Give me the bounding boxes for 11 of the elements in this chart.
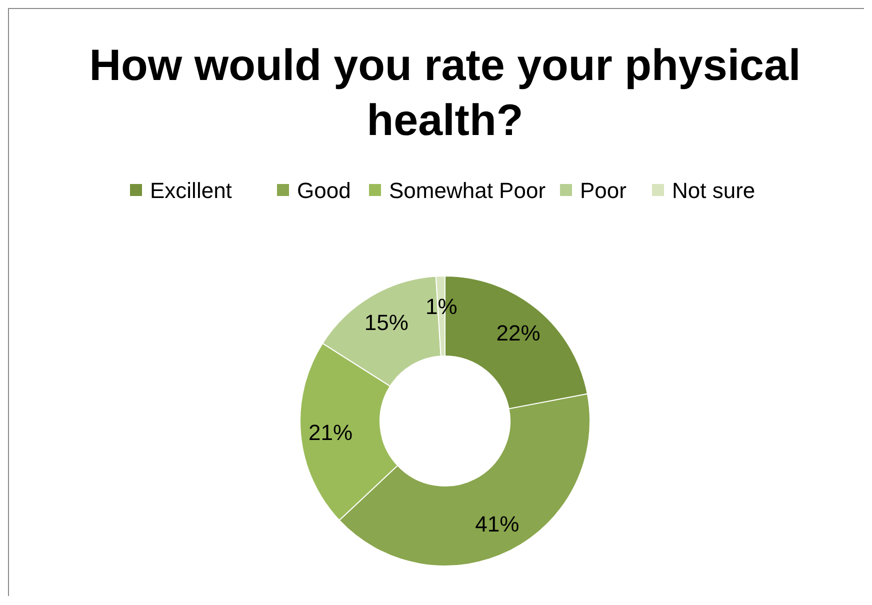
data-label: 22% bbox=[496, 320, 540, 346]
data-label: 1% bbox=[425, 294, 458, 320]
legend-label: Somewhat Poor bbox=[389, 178, 546, 203]
legend-label: Excillent bbox=[150, 178, 232, 203]
legend-label: Not sure bbox=[672, 178, 756, 203]
data-label: 41% bbox=[475, 511, 520, 536]
data-label: 15% bbox=[364, 310, 408, 336]
legend-label: Poor bbox=[580, 178, 626, 203]
legend-label: Good bbox=[297, 178, 351, 203]
chart-title: How would you rate your physical health? bbox=[89, 41, 801, 145]
data-label: 21% bbox=[308, 420, 353, 445]
